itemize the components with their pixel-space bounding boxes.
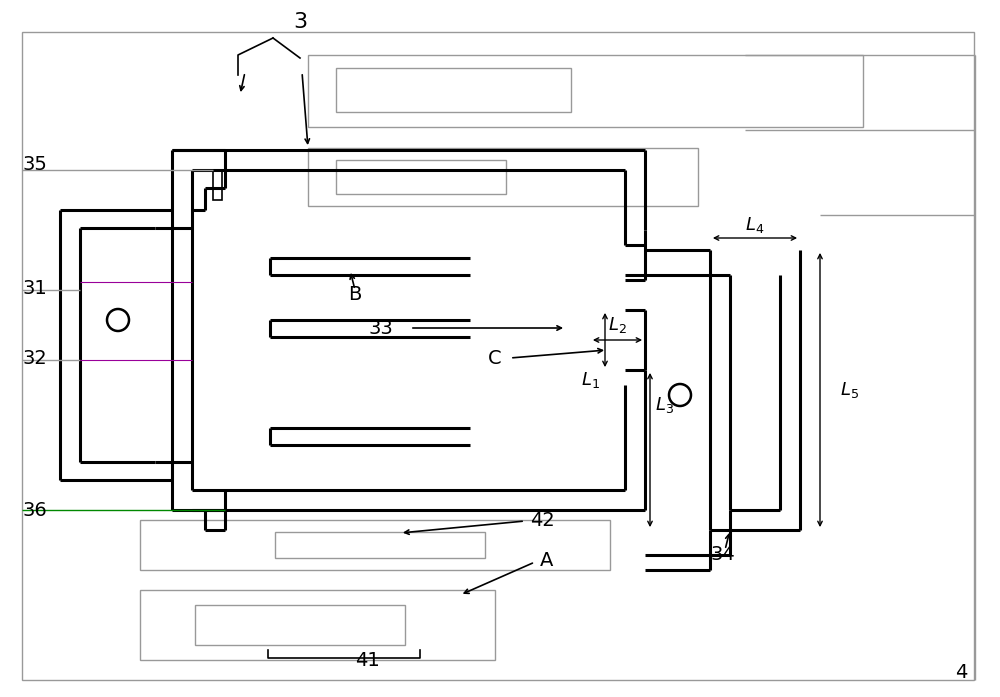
Text: A: A: [540, 551, 553, 569]
Bar: [308, 148, 698, 206]
Bar: [336, 160, 506, 194]
Text: $L_3$: $L_3$: [655, 395, 674, 415]
Text: 31: 31: [22, 279, 47, 298]
Text: 36: 36: [22, 500, 47, 519]
Bar: [213, 170, 222, 200]
Text: C: C: [488, 348, 502, 367]
Text: B: B: [348, 286, 361, 305]
Text: 41: 41: [355, 650, 380, 670]
Text: 33: 33: [368, 319, 393, 337]
Text: 3: 3: [293, 12, 307, 32]
Text: 42: 42: [530, 510, 555, 530]
Bar: [140, 590, 495, 660]
Text: $L_1$: $L_1$: [581, 370, 599, 390]
Text: $L_4$: $L_4$: [745, 215, 765, 235]
Bar: [275, 532, 485, 558]
Text: 35: 35: [22, 155, 47, 174]
Bar: [336, 68, 571, 112]
Text: 32: 32: [22, 348, 47, 367]
Bar: [195, 605, 405, 645]
Text: $L_2$: $L_2$: [608, 315, 626, 335]
Text: 34: 34: [710, 546, 735, 565]
Bar: [140, 520, 610, 570]
Bar: [308, 55, 863, 127]
Text: $L_5$: $L_5$: [840, 380, 859, 400]
Text: 4: 4: [955, 663, 967, 682]
